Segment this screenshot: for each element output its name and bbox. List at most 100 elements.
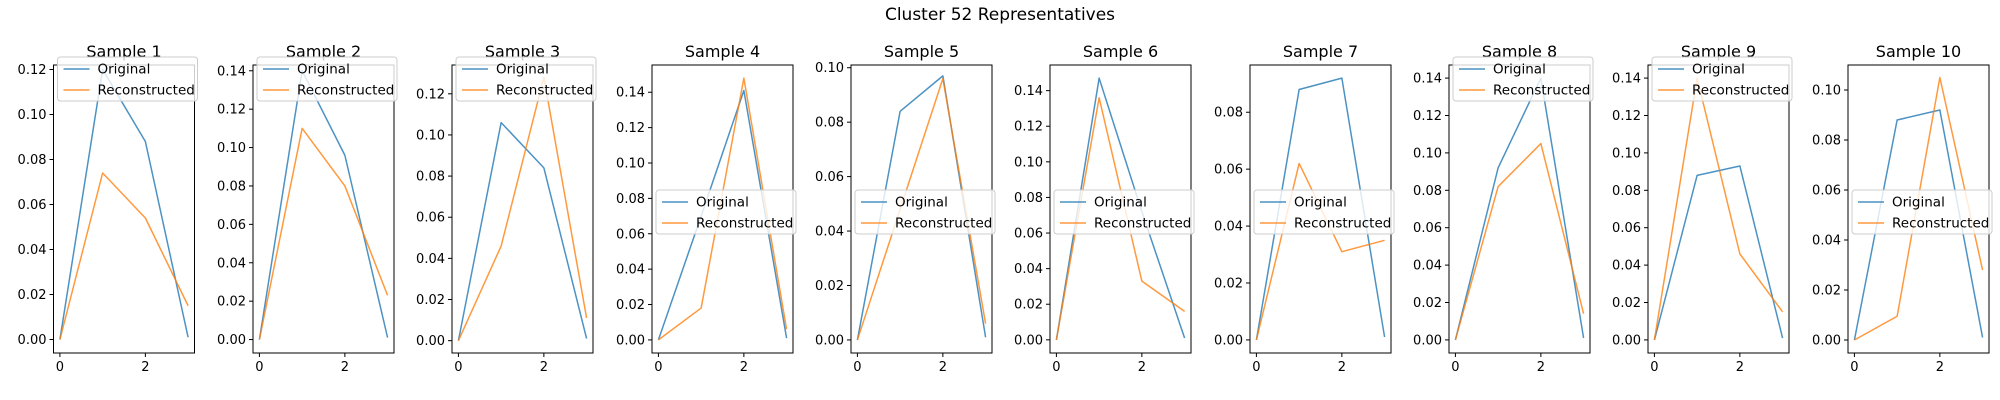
legend-label-original: Original	[496, 62, 549, 78]
subplot-10: Sample 10 0.00 0.02 0.04 0.06 0.08 0.10 0 2 Origi…	[1812, 42, 1993, 375]
legend: Original Reconstructed	[1851, 189, 1993, 235]
legend-label-reconstructed: Reconstructed	[496, 83, 593, 99]
x-tick-label: 2	[341, 360, 349, 375]
x-tick-label: 2	[939, 360, 947, 375]
legend-label-original: Original	[1892, 195, 1945, 211]
legend: Original Reconstructed	[1651, 56, 1793, 102]
y-tick-label: 0.10	[616, 157, 645, 172]
legend-label-reconstructed: Reconstructed	[895, 216, 992, 232]
legend-label-original: Original	[1294, 195, 1347, 211]
subplot-title: Sample 4	[685, 42, 760, 61]
legend-label-original: Original	[297, 62, 350, 78]
y-tick-label: 0.04	[217, 256, 246, 271]
y-tick-label: 0.02	[1612, 296, 1641, 311]
original-line	[457, 121, 588, 341]
original-line	[59, 68, 189, 340]
y-tick-label: 0.08	[1413, 184, 1442, 199]
subplot-1: Sample 1 0.00 0.02 0.04 0.06 0.08 0.10 0.12 0 2 Or…	[18, 42, 198, 375]
legend: Original Reconstructed	[1053, 189, 1195, 235]
legend-label-original: Original	[98, 62, 151, 78]
x-tick-label: 0	[454, 360, 462, 375]
legend-label-reconstructed: Reconstructed	[1692, 83, 1789, 99]
legend-box	[256, 56, 398, 102]
legend-label-reconstructed: Reconstructed	[1094, 216, 1191, 232]
x-tick-label: 0	[56, 360, 64, 375]
legend-box	[57, 56, 198, 102]
y-tick-label: 0.04	[18, 243, 47, 258]
subplot-title: Sample 10	[1876, 42, 1961, 61]
y-tick-label: 0.00	[1413, 333, 1442, 348]
y-tick-label: 0.00	[1214, 333, 1243, 348]
axes-frame	[1448, 64, 1591, 354]
y-tick-label: 0.10	[1014, 155, 1043, 170]
x-tick-label: 0	[1052, 360, 1060, 375]
subplot-title: Sample 2	[286, 42, 361, 61]
legend: Original Reconstructed	[1452, 56, 1594, 102]
original-line	[1653, 165, 1784, 341]
reconstructed-line	[457, 76, 588, 341]
subplot-3: Sample 3 0.00 0.02 0.04 0.06 0.08 0.10 0.12 0 2 Or…	[416, 42, 597, 375]
y-tick-label: 0.12	[1413, 109, 1442, 124]
y-tick-label: 0.06	[1014, 227, 1043, 242]
subplot-9: Sample 9 0.00 0.02 0.04 0.06 0.08 0.10 0.12 0.14…	[1612, 42, 1793, 375]
y-tick-label: 0.04	[1214, 220, 1243, 235]
y-tick-label: 0.10	[18, 108, 47, 123]
y-tick-label: 0.10	[1612, 146, 1641, 161]
y-tick-label: 0.04	[1812, 234, 1841, 249]
y-tick-label: 0.10	[1413, 146, 1442, 161]
legend-label-reconstructed: Reconstructed	[1892, 216, 1989, 232]
x-tick-label: 2	[1338, 360, 1346, 375]
y-tick-label: 0.14	[616, 86, 645, 101]
legend-label-reconstructed: Reconstructed	[297, 83, 394, 99]
x-tick-label: 0	[1850, 360, 1858, 375]
y-tick-label: 0.12	[1014, 120, 1043, 135]
y-tick-label: 0.12	[217, 103, 246, 118]
y-tick-label: 0.00	[1812, 334, 1841, 349]
subplot-2: Sample 2 0.00 0.02 0.04 0.06 0.08 0.10 0.12 0.14…	[217, 42, 398, 375]
x-tick-label: 0	[1252, 360, 1260, 375]
y-tick-label: 0.04	[1014, 262, 1043, 277]
y-tick-label: 0.06	[1214, 163, 1243, 178]
subplot-title: Sample 3	[485, 42, 560, 61]
reconstructed-line	[258, 127, 389, 340]
y-tick-label: 0.08	[1612, 184, 1641, 199]
y-tick-label: 0.02	[217, 295, 246, 310]
y-tick-label: 0.12	[616, 121, 645, 136]
subplot-title: Sample 7	[1283, 42, 1358, 61]
y-tick-label: 0.10	[217, 141, 246, 156]
axes-frame	[252, 64, 395, 354]
legend-label-reconstructed: Reconstructed	[1294, 216, 1391, 232]
y-tick-label: 0.06	[1812, 184, 1841, 199]
y-tick-label: 0.06	[616, 227, 645, 242]
panels: Sample 1 0.00 0.02 0.04 0.06 0.08 0.10 0.12 0 2 Or…	[18, 42, 1993, 375]
legend: Original Reconstructed	[1253, 189, 1395, 235]
y-tick-label: 0.14	[217, 64, 246, 79]
x-tick-label: 0	[255, 360, 263, 375]
legend: Original Reconstructed	[256, 56, 398, 102]
y-tick-label: 0.02	[815, 279, 844, 294]
legend: Original Reconstructed	[655, 189, 797, 235]
legend-box	[455, 56, 597, 102]
legend-box	[1452, 56, 1594, 102]
subplot-6: Sample 6 0.00 0.02 0.04 0.06 0.08 0.10 0.12 0.14…	[1014, 42, 1195, 375]
y-tick-label: 0.08	[217, 179, 246, 194]
y-tick-label: 0.06	[1612, 221, 1641, 236]
subplot-7: Sample 7 0.00 0.02 0.04 0.06 0.08 0 2 Original Re…	[1214, 42, 1395, 375]
y-tick-label: 0.00	[1014, 333, 1043, 348]
legend-label-original: Original	[1493, 62, 1546, 78]
y-tick-label: 0.06	[815, 170, 844, 185]
y-tick-label: 0.10	[1812, 84, 1841, 99]
reconstructed-line	[1454, 142, 1585, 341]
legend-box	[854, 189, 996, 235]
subplot-title: Sample 6	[1083, 42, 1158, 61]
y-tick-label: 0.08	[616, 192, 645, 207]
x-tick-label: 2	[1537, 360, 1545, 375]
y-tick-label: 0.04	[815, 225, 844, 240]
y-tick-label: 0.00	[1612, 333, 1641, 348]
legend-box	[1253, 189, 1395, 235]
y-tick-label: 0.14	[1413, 72, 1442, 87]
subplot-title: Sample 1	[86, 42, 161, 61]
x-tick-label: 0	[853, 360, 861, 375]
y-tick-label: 0.04	[1612, 259, 1641, 274]
